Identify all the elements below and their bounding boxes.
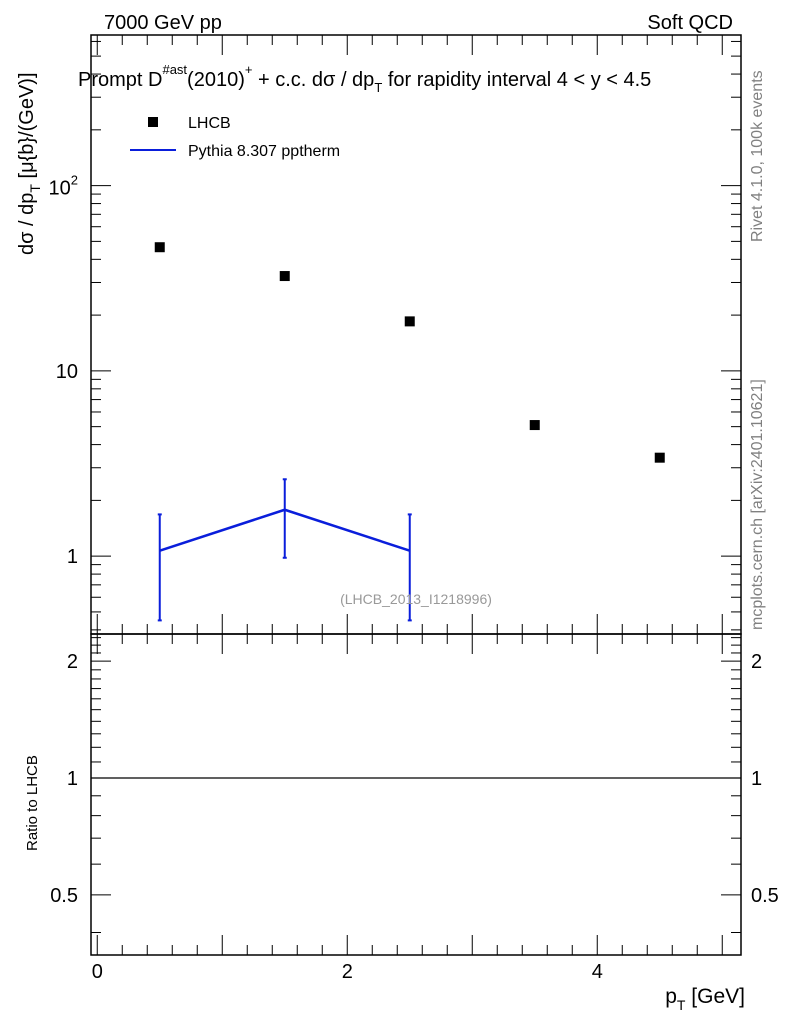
main-y-axis-label: dσ / dpT [μ{b}/(GeV)] xyxy=(16,72,43,255)
lhcb-series xyxy=(154,242,665,463)
ratio-y-tick-label-right: 2 xyxy=(751,651,762,673)
lhcb-data-point xyxy=(279,271,290,282)
legend: LHCB Pythia 8.307 pptherm xyxy=(130,115,340,160)
legend-label-pythia: Pythia 8.307 pptherm xyxy=(188,143,340,160)
title-suffix: for rapidity interval 4 < y < 4.5 xyxy=(382,69,651,91)
x-tick-label: 0 xyxy=(92,961,103,983)
lhcb-data-point xyxy=(404,316,415,327)
main-y-tick-base: 1 xyxy=(67,546,78,568)
main-y-tick-label: 102 xyxy=(49,173,78,200)
lhcb-data-point xyxy=(154,242,165,253)
source-label: mcplots.cern.ch [arXiv:2401.10621] xyxy=(749,379,766,630)
main-y-tick-base: 10 xyxy=(56,361,78,383)
main-y-tick-label: 10 xyxy=(56,361,78,383)
title-middle: (2010) xyxy=(187,69,245,91)
title-prefix: Prompt D xyxy=(78,69,162,91)
xlabel-main: p xyxy=(665,985,677,1008)
x-tick-labels: 0 2 4 xyxy=(92,961,603,983)
rivet-version-label: Rivet 4.1.0, 100k events xyxy=(749,70,766,242)
ratio-y-tick-label-right: 0.5 xyxy=(751,885,779,907)
main-y-tick-label: 1 xyxy=(67,546,78,568)
ratio-panel-y-ticks xyxy=(91,637,741,933)
ratio-panel-y-tick-labels: 0.5 0.5 1 1 2 2 xyxy=(50,651,779,907)
title-charge: + xyxy=(245,62,253,77)
ratio-panel-frame xyxy=(90,633,742,956)
legend-label-lhcb: LHCB xyxy=(188,115,231,132)
ylabel-main: dσ / dp xyxy=(16,193,38,255)
plot-title: Prompt D#ast(2010)+ + c.c. dσ / dpT for … xyxy=(78,62,651,95)
ratio-y-tick-label-left: 0.5 xyxy=(50,885,78,907)
analysis-id-annotation: (LHCB_2013_I1218996) xyxy=(340,591,492,607)
title-superscript: #ast xyxy=(162,62,187,77)
pythia-series xyxy=(157,478,412,622)
main-y-tick-base: 10 xyxy=(49,178,71,200)
main-panel-y-ticks xyxy=(91,40,741,631)
category-label: Soft QCD xyxy=(647,12,733,34)
ratio-y-tick-label-left: 2 xyxy=(67,651,78,673)
x-tick-label: 4 xyxy=(592,961,603,983)
lhcb-data-point xyxy=(654,452,665,463)
main-y-tick-exponent: 2 xyxy=(71,173,78,188)
title-rest: + c.c. dσ / dp xyxy=(252,69,374,91)
xlabel-subscript: T xyxy=(677,997,686,1013)
x-tick-label: 2 xyxy=(342,961,353,983)
lhcb-data-point xyxy=(529,420,540,431)
ylabel-subscript: T xyxy=(27,184,43,193)
ratio-panel-x-ticks xyxy=(96,634,723,955)
x-axis-label: pT [GeV] xyxy=(665,985,745,1013)
legend-marker-lhcb xyxy=(148,117,158,127)
ratio-y-axis-label: Ratio to LHCB xyxy=(24,755,41,851)
xlabel-unit: [GeV] xyxy=(685,985,745,1008)
title-subscript: T xyxy=(374,80,382,95)
ylabel-unit: [μ{b}/(GeV)] xyxy=(16,72,38,184)
main-panel-x-ticks xyxy=(96,35,723,634)
energy-label: 7000 GeV pp xyxy=(104,12,222,34)
ratio-y-tick-label-right: 1 xyxy=(751,768,762,790)
ratio-y-tick-label-left: 1 xyxy=(67,768,78,790)
